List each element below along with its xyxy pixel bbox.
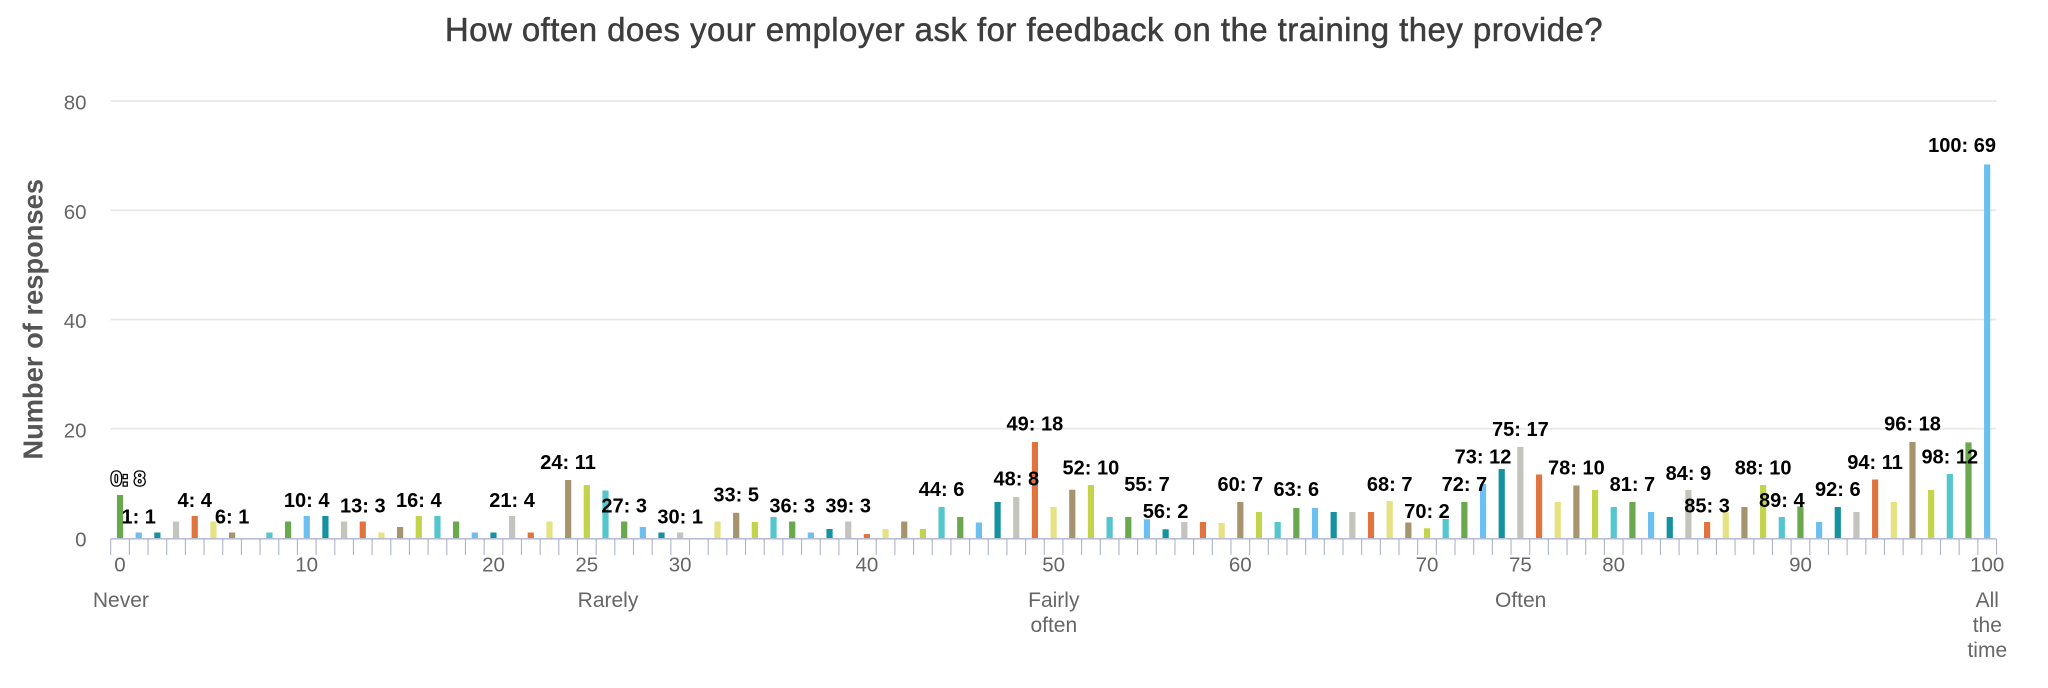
svg-text:the: the [1973, 614, 2002, 637]
svg-text:52: 10: 52: 10 [1063, 457, 1120, 479]
svg-text:80: 80 [64, 92, 87, 115]
svg-text:70: 70 [1416, 553, 1439, 576]
svg-text:72: 7: 72: 7 [1442, 474, 1488, 496]
svg-text:Never: Never [93, 589, 149, 612]
svg-text:88: 10: 88: 10 [1735, 457, 1792, 479]
svg-text:16: 4: 16: 4 [396, 490, 442, 512]
svg-text:27: 3: 27: 3 [601, 496, 647, 518]
svg-text:0: 0 [75, 529, 86, 552]
svg-text:All: All [1976, 589, 1999, 612]
svg-text:6: 1: 6: 1 [215, 507, 249, 529]
svg-text:60: 60 [64, 201, 87, 224]
svg-text:89: 4: 89: 4 [1759, 490, 1805, 512]
svg-text:100: 69: 100: 69 [1928, 135, 1996, 157]
svg-text:30: 1: 30: 1 [657, 507, 703, 529]
svg-text:20: 20 [64, 419, 87, 442]
svg-text:40: 40 [855, 553, 878, 576]
svg-text:60: 7: 60: 7 [1218, 474, 1264, 496]
svg-text:How often does your employer a: How often does your employer ask for fee… [445, 11, 1603, 48]
svg-text:time: time [1967, 639, 2007, 662]
svg-text:33: 5: 33: 5 [713, 485, 759, 507]
svg-text:36: 3: 36: 3 [769, 496, 815, 518]
svg-text:30: 30 [669, 553, 692, 576]
svg-text:48: 8: 48: 8 [994, 468, 1040, 490]
svg-text:0: 0 [114, 553, 125, 576]
svg-text:Often: Often [1495, 589, 1546, 612]
svg-text:10: 4: 10: 4 [284, 490, 330, 512]
svg-text:80: 80 [1602, 553, 1625, 576]
svg-text:0: 8: 0: 8 [111, 468, 145, 490]
svg-text:13: 3: 13: 3 [340, 496, 386, 518]
svg-text:55: 7: 55: 7 [1124, 474, 1170, 496]
svg-text:10: 10 [295, 553, 318, 576]
svg-text:21: 4: 21: 4 [489, 490, 535, 512]
svg-text:Rarely: Rarely [578, 589, 639, 612]
svg-text:78: 10: 78: 10 [1548, 457, 1605, 479]
svg-text:50: 50 [1042, 553, 1065, 576]
svg-text:44: 6: 44: 6 [919, 479, 965, 501]
svg-text:98: 12: 98: 12 [1921, 446, 1978, 468]
svg-text:75: 75 [1509, 553, 1532, 576]
svg-text:94: 11: 94: 11 [1847, 452, 1903, 474]
svg-text:39: 3: 39: 3 [825, 496, 871, 518]
svg-text:1: 1: 1: 1 [121, 507, 155, 529]
svg-text:70: 2: 70: 2 [1404, 501, 1450, 523]
svg-text:84: 9: 84: 9 [1666, 463, 1712, 485]
svg-text:92: 6: 92: 6 [1815, 479, 1861, 501]
svg-text:96: 18: 96: 18 [1884, 414, 1941, 436]
svg-text:75: 17: 75: 17 [1492, 419, 1549, 441]
svg-text:often: often [1030, 614, 1077, 637]
svg-text:24: 11: 24: 11 [540, 452, 596, 474]
svg-text:25: 25 [575, 553, 598, 576]
svg-text:49: 18: 49: 18 [1007, 414, 1064, 436]
svg-text:56: 2: 56: 2 [1143, 501, 1189, 523]
svg-text:20: 20 [482, 553, 505, 576]
svg-text:100: 100 [1970, 553, 2004, 576]
svg-text:63: 6: 63: 6 [1274, 479, 1320, 501]
svg-text:40: 40 [64, 310, 87, 333]
svg-text:90: 90 [1789, 553, 1812, 576]
svg-text:81: 7: 81: 7 [1610, 474, 1656, 496]
svg-text:4: 4: 4: 4 [177, 490, 212, 512]
svg-text:60: 60 [1229, 553, 1252, 576]
svg-text:Fairly: Fairly [1028, 589, 1080, 612]
svg-text:85: 3: 85: 3 [1684, 496, 1730, 518]
svg-text:Number of responses: Number of responses [18, 179, 49, 460]
svg-text:68: 7: 68: 7 [1367, 474, 1413, 496]
svg-text:73: 12: 73: 12 [1455, 446, 1512, 468]
